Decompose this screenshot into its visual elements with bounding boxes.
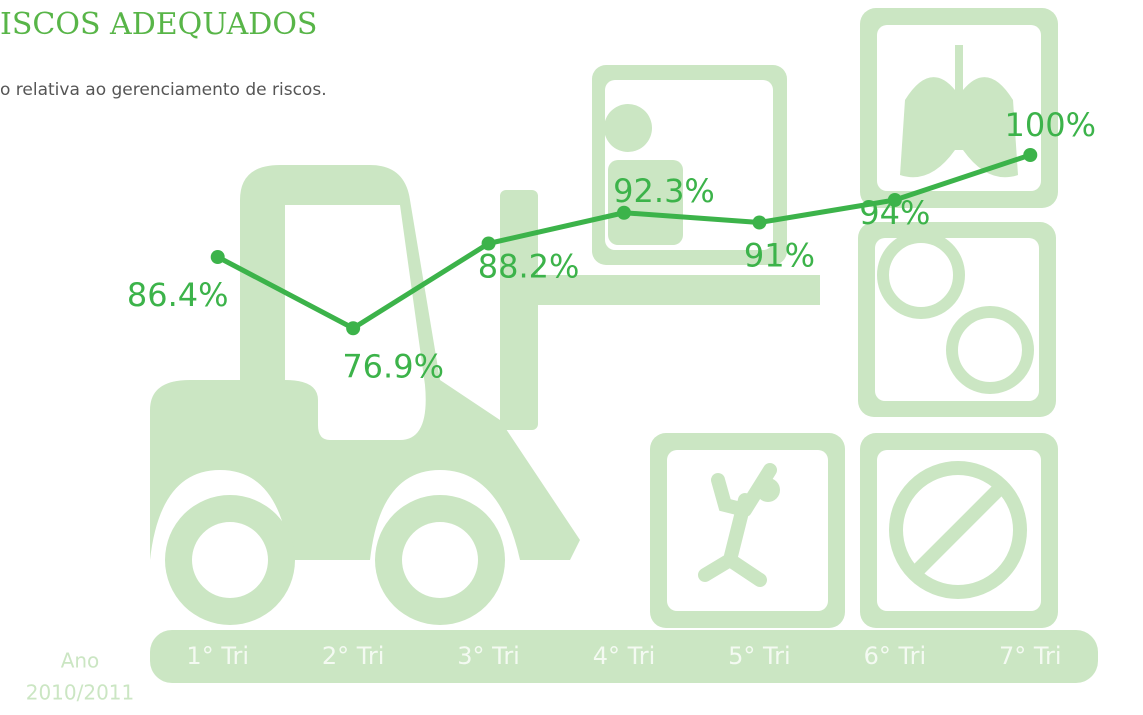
x-tick-label: 3° Tri [457,642,520,670]
data-label: 100% [1005,106,1096,144]
sign-inner [875,238,1039,401]
person-head [604,104,652,152]
data-label: 94% [859,194,930,232]
x-tick-label: 6° Tri [864,642,927,670]
chart-subtitle: o relativa ao gerenciamento de riscos. [0,80,327,100]
x-tick-label: 2° Tri [322,642,385,670]
data-label: 91% [744,237,815,275]
x-axis-label: Ano [61,649,100,673]
point [617,205,631,220]
person-body [608,160,683,245]
point [210,250,225,264]
point [346,321,361,336]
sign-inner [667,450,828,611]
x-tick-label: 7° Tri [999,642,1062,670]
lungs-icon [900,45,1018,178]
prohibition-slash [909,481,1007,579]
prohibition-icon [946,306,1034,394]
x-tick-label: 5° Tri [728,642,791,670]
point [481,236,496,251]
background-illustration [150,8,1098,683]
point [887,193,902,207]
x-axis-label: 2010/2011 [26,681,135,705]
data-label: 88.2% [478,248,580,286]
point [752,215,767,230]
prohibition-icon [889,461,1027,599]
data-label: 76.9% [342,347,444,385]
data-label: 92.3% [613,172,715,210]
x-tick-label: 1° Tri [186,642,249,670]
point [1023,148,1038,162]
prohibition-icon [877,231,965,319]
category-band [150,630,1098,683]
fork [500,275,820,305]
data-label: 86.4% [127,276,229,314]
chart-title: ISCOS ADEQUADOS [0,7,317,42]
x-tick-label: 4° Tri [593,642,656,670]
mast [500,190,538,430]
wheel-hub [402,522,478,598]
wheel-hub [192,522,268,598]
falling-person [698,463,777,587]
